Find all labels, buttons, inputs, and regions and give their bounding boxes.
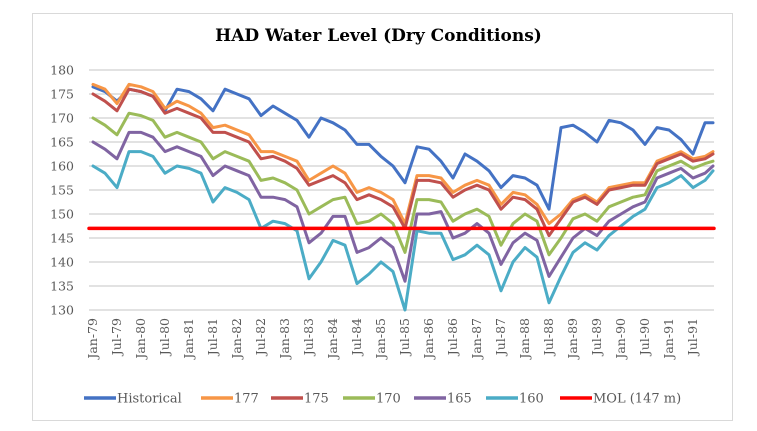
- y-tick-label: 135: [50, 279, 74, 294]
- x-tick-label: Jul-87: [493, 318, 508, 357]
- gridlines: [89, 69, 714, 311]
- chart-title: HAD Water Level (Dry Conditions): [215, 26, 542, 46]
- x-tick-label: Jul-82: [253, 318, 268, 357]
- x-tick-label: Jul-81: [205, 318, 220, 357]
- x-tick-label: Jan-85: [373, 318, 388, 361]
- x-tick-label: Jan-88: [517, 318, 532, 361]
- y-tick-label: 155: [50, 183, 74, 198]
- x-tick-label: Jan-86: [421, 318, 436, 361]
- x-axis-ticks: Jan-79 Jul-79 Jan-80 Jul-80 Jan-81 Jul-81 Jan-…: [85, 318, 700, 361]
- x-tick-label: Jul-86: [445, 318, 460, 357]
- y-tick-label: 180: [50, 63, 74, 78]
- x-tick-label: Jul-79: [109, 318, 124, 357]
- x-tick-label: Jul-80: [157, 318, 172, 357]
- legend-label: 165: [447, 392, 472, 407]
- x-tick-label: Jul-83: [301, 318, 316, 357]
- x-tick-label: Jan-89: [565, 318, 580, 361]
- series-line-170: [91, 111, 715, 257]
- x-tick-label: Jan-91: [661, 318, 676, 361]
- x-tick-label: Jul-90: [637, 318, 652, 357]
- y-tick-label: 140: [50, 255, 74, 270]
- x-tick-label: Jul-89: [589, 318, 604, 357]
- series-line-165: [91, 130, 715, 283]
- x-tick-label: Jan-84: [325, 318, 340, 361]
- x-tick-label: Jan-82: [229, 318, 244, 361]
- y-tick-label: 130: [50, 303, 74, 318]
- y-tick-label: 170: [50, 111, 74, 126]
- x-tick-label: Jul-88: [541, 318, 556, 357]
- x-tick-label: Jul-91: [685, 318, 700, 357]
- x-tick-label: Jan-80: [133, 318, 148, 361]
- legend-label: Historical: [117, 392, 182, 407]
- x-tick-label: Jan-87: [469, 318, 484, 361]
- legend: Historical 177 175 170 165 160 MOL (147 m): [84, 392, 681, 407]
- x-tick-label: Jan-79: [85, 318, 100, 361]
- x-tick-label: Jan-81: [181, 318, 196, 361]
- x-tick-label: Jan-90: [613, 318, 628, 361]
- y-tick-label: 175: [50, 87, 74, 102]
- y-tick-label: 165: [50, 135, 74, 150]
- y-tick-label: 145: [50, 231, 74, 246]
- y-axis-ticks: 130 135 140 145 150 155 160 165 170 175 180: [50, 63, 74, 318]
- series-line-historical: [91, 85, 715, 211]
- series-lines: [87, 82, 716, 312]
- series-line-160: [91, 150, 715, 312]
- legend-label: 160: [519, 392, 544, 407]
- legend-label: 175: [304, 392, 329, 407]
- legend-label: 170: [376, 392, 401, 407]
- legend-label: 177: [234, 392, 259, 407]
- y-tick-label: 160: [50, 159, 74, 174]
- x-tick-label: Jul-85: [397, 318, 412, 357]
- y-tick-label: 150: [50, 207, 74, 222]
- legend-label: MOL (147 m): [593, 392, 681, 407]
- x-tick-label: Jul-84: [349, 318, 364, 357]
- x-tick-label: Jan-83: [277, 318, 292, 361]
